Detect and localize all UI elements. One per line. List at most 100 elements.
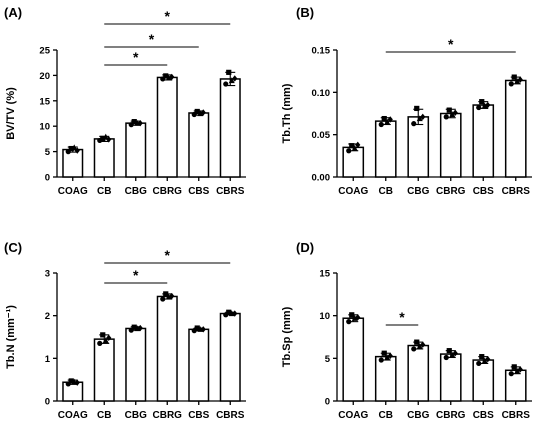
y-tick-label: 0.00 [312, 173, 331, 184]
y-tick-label: 0.15 [312, 46, 331, 57]
x-tick-label-cbrg: CBRG [153, 410, 183, 421]
x-tick-label-cbrs: CBRS [502, 410, 531, 421]
x-tick-label-cbs: CBS [188, 186, 209, 197]
data-point-p1-b3-4 [137, 119, 143, 127]
y-tick-label: 5 [325, 354, 331, 365]
data-point-p4-b5-1 [476, 360, 482, 367]
bar-cbrs [219, 312, 241, 402]
data-point-p4-b1-3 [351, 315, 358, 321]
data-point-p3-b1-2 [68, 378, 74, 384]
bar-cb [93, 338, 115, 402]
bar-cbg [407, 344, 430, 402]
data-point-p4-b3-3 [416, 343, 423, 349]
y-tick-label: 15 [39, 96, 50, 107]
x-tick-label-cbg: CBG [407, 410, 429, 421]
x-tick-label-cb: CB [97, 186, 111, 197]
data-point-p4-b1-2 [349, 312, 355, 318]
bar-cbg [407, 116, 430, 178]
data-point-p1-b5-2 [194, 108, 200, 115]
data-point-p2-b1-4 [355, 141, 361, 149]
data-point-p2-b2-2 [381, 115, 387, 122]
data-point-p4-b5-3 [481, 357, 488, 364]
bar-cbs [472, 359, 495, 402]
data-point-p4-b6-2 [511, 364, 517, 370]
bar-cbs [472, 104, 495, 178]
x-tick-label-coag: COAG [338, 186, 368, 197]
data-point-p2-b1-2 [349, 143, 355, 149]
data-point-p2-b6-3 [514, 78, 521, 84]
data-point-p2-b6-2 [511, 74, 517, 80]
significance-star: * [399, 309, 405, 325]
x-tick-label-cbg: CBG [407, 186, 429, 197]
data-point-p4-b3-1 [411, 346, 417, 352]
x-tick-label-cbrg: CBRG [153, 186, 183, 197]
data-point-p1-b2-3 [102, 133, 109, 140]
data-point-p4-b5-4 [485, 355, 491, 363]
data-point-p2-b1-3 [351, 145, 358, 151]
significance-star: * [133, 267, 139, 283]
data-point-p2-b3-2 [414, 105, 420, 112]
y-tick-label: 20 [39, 71, 50, 82]
panel-label: (D) [296, 240, 314, 255]
y-tick-label: 15 [319, 269, 330, 280]
data-point-p3-b4-2 [163, 291, 169, 297]
x-tick-label-cbrs: CBRS [216, 186, 245, 197]
data-point-p2-b2-4 [387, 116, 393, 123]
y-tick-label: 2 [45, 311, 50, 322]
data-point-p1-b6-4 [232, 75, 238, 82]
y-tick-label: 0.10 [312, 88, 331, 99]
bar-cbg [125, 327, 147, 402]
y-tick-label: 3 [45, 269, 50, 280]
data-point-p3-b2-1 [97, 340, 103, 346]
data-point-p4-b4-1 [443, 354, 449, 361]
data-point-p2-b5-4 [485, 101, 491, 109]
data-point-p2-b4-4 [452, 109, 458, 116]
data-point-p4-b2-4 [387, 352, 393, 359]
y-axis-label: BV/TV (%) [5, 87, 17, 140]
bar-cbrs [504, 79, 527, 178]
bar-cbrg [439, 112, 462, 178]
data-point-p3-b6-2 [226, 309, 232, 315]
bar-cbrg [156, 295, 178, 402]
data-point-p2-b3-1 [411, 121, 417, 127]
data-point-p1-b1-4 [74, 147, 80, 154]
x-tick-label-cbs: CBS [188, 410, 209, 421]
panel-label: (A) [4, 5, 22, 20]
data-point-p3-b2-4 [106, 334, 112, 342]
data-point-p4-b1-1 [346, 319, 352, 325]
data-point-p2-b5-2 [479, 99, 485, 105]
chart-panel-3: (C) Tb.N (mm⁻¹) 0 1 2 3 COAG CB CBG CBRG CBS CBRS * * [4, 240, 246, 421]
y-axis-label: Tb.N (mm⁻¹) [5, 305, 17, 369]
data-point-p3-b6-4 [232, 310, 238, 317]
x-tick-label-cbrg: CBRG [436, 410, 466, 421]
data-point-p3-b4-1 [160, 296, 166, 302]
y-tick-label: 1 [45, 354, 51, 365]
data-point-p1-b4-4 [169, 73, 175, 81]
x-tick-label-cbrs: CBRS [502, 186, 531, 197]
x-tick-label-cbg: CBG [125, 410, 147, 421]
data-point-p3-b5-2 [194, 325, 200, 331]
data-point-p4-b2-3 [384, 354, 391, 361]
data-point-p3-b1-4 [74, 379, 80, 386]
data-point-p2-b2-3 [384, 118, 391, 125]
panel-label: (C) [4, 240, 22, 255]
data-point-p2-b6-4 [517, 76, 523, 83]
data-point-p1-b4-2 [163, 73, 169, 79]
y-tick-label: 0 [45, 397, 50, 408]
bar-cbs [188, 328, 210, 402]
significance-star: * [448, 36, 454, 52]
data-point-p2-b6-1 [508, 81, 514, 87]
data-point-p3-b3-4 [137, 324, 143, 332]
data-point-p2-b4-3 [449, 111, 456, 117]
x-tick-label-cb: CB [379, 186, 393, 197]
x-tick-label-coag: COAG [58, 410, 88, 421]
bar-cb [374, 355, 397, 402]
data-point-p3-b4-4 [169, 292, 175, 300]
x-tick-label-cbg: CBG [125, 186, 147, 197]
bar-cbrg [439, 353, 462, 402]
x-tick-label-cbrg: CBRG [436, 186, 466, 197]
significance-star: * [149, 31, 155, 47]
significance-star: * [165, 247, 171, 263]
data-point-p1-b1-2 [68, 145, 74, 152]
bar-cbrg [156, 76, 178, 178]
